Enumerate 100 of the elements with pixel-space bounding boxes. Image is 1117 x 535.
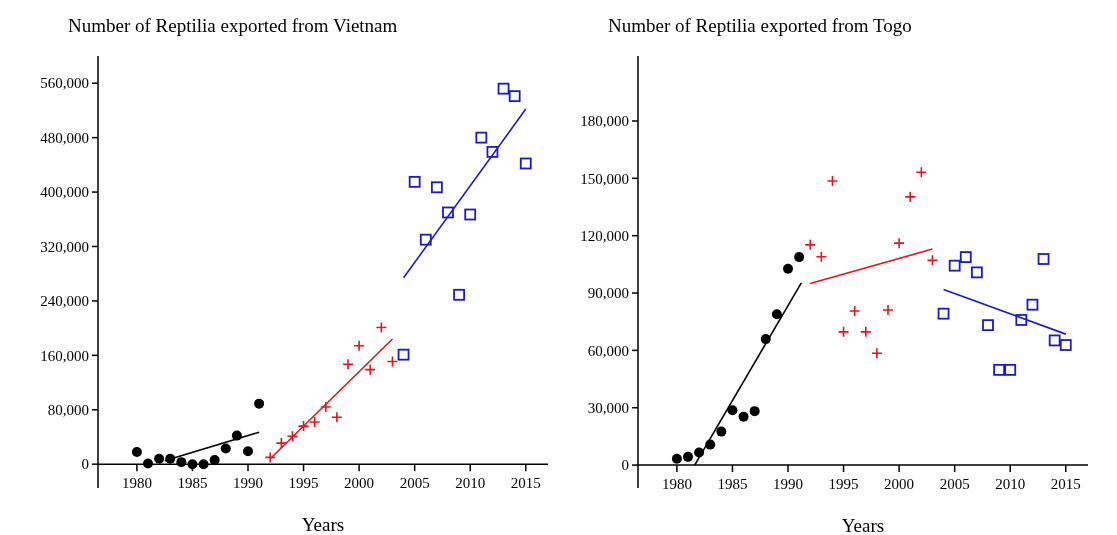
chart-title: Number of Reptilia exported from Vietnam bbox=[68, 15, 398, 36]
y-tick-label: 560,000 bbox=[40, 75, 89, 92]
point bbox=[982, 319, 994, 332]
y-tick-label: 320,000 bbox=[40, 238, 89, 255]
x-tick-label: 2000 bbox=[884, 476, 915, 493]
point bbox=[308, 416, 321, 428]
point bbox=[727, 405, 738, 416]
point bbox=[453, 288, 466, 301]
point bbox=[364, 363, 377, 376]
y-tick-label: 160,000 bbox=[40, 347, 89, 364]
point bbox=[915, 166, 928, 179]
x-tick-label: 1995 bbox=[288, 475, 319, 492]
point bbox=[154, 453, 165, 464]
point bbox=[353, 340, 365, 352]
point bbox=[430, 181, 443, 194]
point bbox=[275, 437, 288, 449]
point bbox=[716, 426, 727, 437]
point bbox=[254, 398, 265, 409]
x-tick-label: 1995 bbox=[828, 476, 859, 493]
x-axis-title: Years bbox=[301, 514, 345, 535]
point bbox=[198, 459, 209, 470]
point bbox=[1037, 253, 1050, 265]
y-tick-label: 400,000 bbox=[40, 184, 89, 201]
x-tick-label: 1990 bbox=[233, 475, 263, 492]
x-tick-label: 2005 bbox=[399, 475, 430, 492]
point bbox=[220, 443, 231, 454]
y-tick-label: 80,000 bbox=[47, 402, 89, 419]
point bbox=[264, 451, 277, 464]
point bbox=[475, 131, 488, 144]
point bbox=[419, 233, 432, 246]
point bbox=[408, 175, 421, 188]
point bbox=[815, 250, 828, 263]
point bbox=[794, 252, 805, 263]
point bbox=[131, 446, 142, 457]
point bbox=[783, 263, 793, 274]
point bbox=[948, 259, 961, 272]
x-tick-label: 1980 bbox=[121, 475, 152, 492]
point bbox=[1015, 314, 1028, 326]
x-tick-label: 2005 bbox=[939, 476, 970, 493]
x-tick-label: 1985 bbox=[177, 475, 208, 492]
point bbox=[671, 453, 682, 464]
point bbox=[1026, 298, 1039, 311]
y-tick-label: 90,000 bbox=[587, 285, 629, 302]
point bbox=[904, 191, 917, 203]
x-tick-label: 1990 bbox=[773, 476, 803, 493]
x-tick-label: 2010 bbox=[995, 476, 1026, 493]
y-tick-label: 120,000 bbox=[580, 227, 629, 244]
point bbox=[937, 307, 950, 320]
point bbox=[331, 411, 343, 424]
x-axis-title: Years bbox=[841, 515, 885, 535]
point bbox=[286, 430, 299, 443]
point bbox=[187, 459, 198, 470]
point bbox=[386, 355, 399, 368]
y-tick-label: 180,000 bbox=[580, 113, 629, 130]
point bbox=[176, 457, 187, 468]
point bbox=[497, 82, 510, 95]
point bbox=[243, 446, 253, 457]
y-tick-label: 480,000 bbox=[40, 129, 89, 146]
y-tick-label: 60,000 bbox=[587, 342, 629, 359]
point bbox=[519, 157, 532, 170]
point bbox=[143, 458, 153, 469]
point bbox=[848, 305, 861, 317]
x-tick-label: 1980 bbox=[661, 476, 692, 493]
y-tick-label: 240,000 bbox=[40, 293, 89, 310]
point bbox=[926, 254, 939, 267]
chart-title: Number of Reptilia exported from Togo bbox=[608, 15, 912, 36]
point bbox=[871, 347, 883, 360]
point bbox=[993, 363, 1006, 376]
x-tick-label: 1985 bbox=[717, 476, 748, 493]
point bbox=[464, 208, 477, 221]
point bbox=[442, 206, 454, 219]
point bbox=[1048, 334, 1061, 347]
point bbox=[771, 309, 782, 320]
point bbox=[342, 358, 354, 370]
point bbox=[826, 175, 839, 187]
y-tick-label: 0 bbox=[621, 457, 629, 474]
point bbox=[804, 239, 817, 251]
point bbox=[738, 411, 749, 422]
x-tick-label: 2015 bbox=[1050, 476, 1081, 493]
x-tick-label: 2000 bbox=[344, 475, 375, 492]
point bbox=[959, 251, 972, 263]
y-tick-label: 30,000 bbox=[587, 399, 629, 416]
point bbox=[319, 401, 332, 413]
point bbox=[970, 266, 983, 279]
point bbox=[1004, 363, 1017, 376]
x-tick-label: 2015 bbox=[510, 475, 541, 492]
point bbox=[749, 406, 760, 417]
point bbox=[297, 420, 310, 432]
point bbox=[375, 321, 388, 334]
point bbox=[508, 90, 521, 103]
point bbox=[1059, 339, 1072, 351]
point bbox=[882, 304, 894, 316]
point bbox=[397, 348, 410, 361]
x-tick-label: 2010 bbox=[455, 475, 486, 492]
y-tick-label: 150,000 bbox=[580, 170, 629, 187]
point bbox=[837, 326, 850, 338]
point bbox=[486, 146, 499, 158]
point bbox=[859, 326, 872, 338]
point bbox=[893, 237, 905, 249]
y-tick-label: 0 bbox=[81, 456, 89, 473]
